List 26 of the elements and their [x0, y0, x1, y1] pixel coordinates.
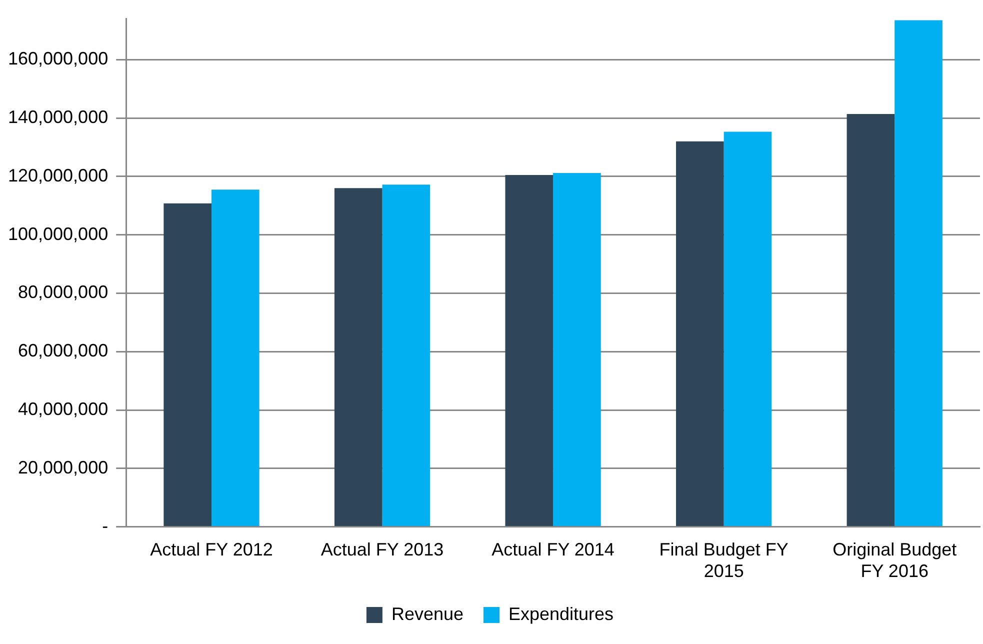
y-tick-label: 60,000,000 [18, 340, 108, 361]
bar [164, 203, 212, 526]
y-tick-label: 140,000,000 [8, 107, 108, 128]
x-tick-label: Original Budget FY 2016 [832, 540, 957, 582]
bar [211, 190, 260, 526]
bar [334, 188, 382, 526]
legend-label: Revenue [391, 604, 464, 624]
bar [505, 174, 554, 526]
bar [894, 20, 942, 526]
bar [553, 172, 601, 526]
x-tick-label: Final Budget FY 2015 [659, 540, 788, 582]
bar [382, 184, 430, 526]
y-tick-label: 160,000,000 [8, 48, 108, 69]
x-tick-label: Actual FY 2012 [150, 540, 273, 560]
y-tick-label: 40,000,000 [18, 398, 108, 419]
y-tick-label: 120,000,000 [8, 165, 108, 186]
bar [846, 114, 895, 526]
x-tick-label: Actual FY 2014 [492, 540, 614, 560]
y-tick-label: 20,000,000 [18, 457, 108, 478]
y-tick-label: 100,000,000 [8, 224, 108, 244]
y-tick-label: - [102, 516, 108, 536]
bar [724, 132, 772, 526]
bar [676, 141, 724, 526]
y-tick-label: 80,000,000 [18, 282, 108, 302]
legend-label: Expenditures [508, 604, 614, 624]
x-tick-label: Actual FY 2013 [320, 540, 444, 560]
